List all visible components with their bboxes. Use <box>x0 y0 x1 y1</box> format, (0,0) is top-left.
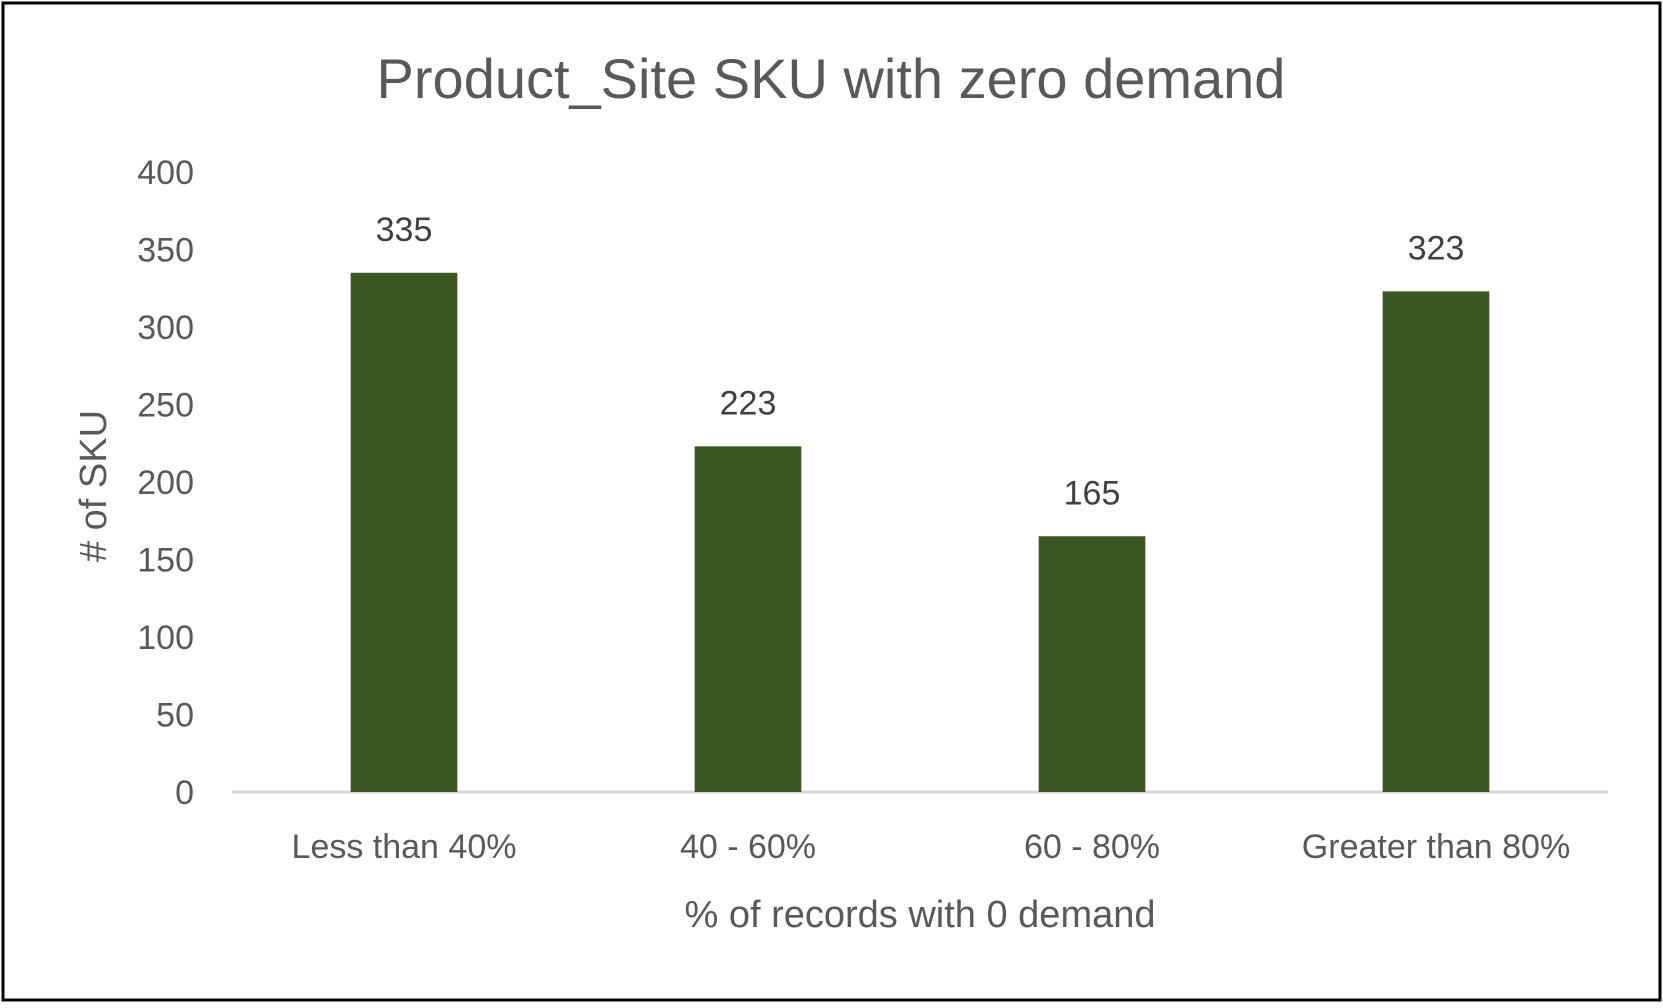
y-axis-title: # of SKU <box>73 410 115 562</box>
bars <box>350 272 1490 792</box>
y-tick-label: 400 <box>137 154 194 192</box>
y-tick-label: 200 <box>137 464 194 502</box>
data-labels: 335 223 165 323 <box>376 211 1465 513</box>
x-tick-label: Less than 40% <box>292 828 517 866</box>
y-tick-label: 100 <box>137 619 194 657</box>
y-tick-label: 300 <box>137 309 194 347</box>
y-axis-ticks: 0 50 100 150 200 250 300 350 400 <box>137 154 194 812</box>
data-label: 223 <box>720 384 777 422</box>
x-axis-ticks: Less than 40% 40 - 60% 60 - 80% Greater tha… <box>292 828 1571 866</box>
y-tick-label: 150 <box>137 542 194 580</box>
x-tick-label: Greater than 80% <box>1302 828 1570 866</box>
chart-title: Product_Site SKU with zero demand <box>377 47 1286 110</box>
bar <box>1382 291 1490 792</box>
x-tick-label: 60 - 80% <box>1024 828 1160 866</box>
x-axis-title: % of records with 0 demand <box>684 894 1155 936</box>
data-label: 165 <box>1064 474 1121 512</box>
y-tick-label: 0 <box>175 774 194 812</box>
bar <box>350 272 458 792</box>
data-label: 323 <box>1408 229 1465 267</box>
x-tick-label: 40 - 60% <box>680 828 816 866</box>
data-label: 335 <box>376 211 433 249</box>
bar <box>694 446 802 792</box>
bar <box>1038 536 1146 792</box>
y-tick-label: 250 <box>137 387 194 425</box>
y-tick-label: 350 <box>137 232 194 270</box>
y-tick-label: 50 <box>156 697 194 735</box>
